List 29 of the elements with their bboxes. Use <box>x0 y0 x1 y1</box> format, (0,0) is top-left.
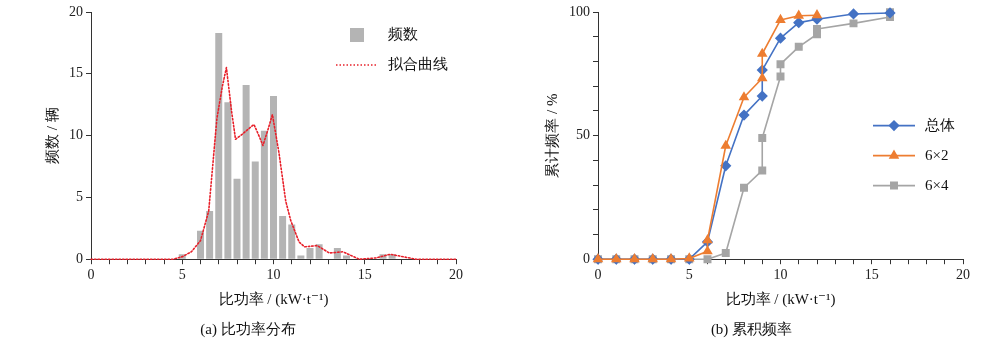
x-axis-title: 比功率 / (kW·t⁻¹) <box>218 290 329 308</box>
x-tick-label: 5 <box>178 267 186 283</box>
legend-label: 总体 <box>924 116 955 133</box>
text: (b) 累积频率 <box>710 320 793 338</box>
x-tick-label: 0 <box>594 267 602 283</box>
y-tick-label: 100 <box>569 3 590 19</box>
x-tick-label: 10 <box>266 267 281 283</box>
legend-label: 拟合曲线 <box>388 55 448 72</box>
text: (a) 比功率分布 <box>200 320 296 338</box>
x-tick-label: 20 <box>956 267 970 283</box>
x-tick-label: 15 <box>864 267 879 283</box>
x-tick-label: 15 <box>357 267 372 283</box>
x-tick-label: 0 <box>87 267 95 283</box>
y-tick-label: 5 <box>76 189 83 205</box>
y-axis-title: 频数 / 辆 <box>43 107 60 164</box>
x-tick-label: 20 <box>449 267 463 283</box>
legend-label: 6×4 <box>925 176 949 193</box>
legend-label: 6×2 <box>925 146 949 163</box>
x-tick-label: 10 <box>773 267 788 283</box>
x-axis-title: 比功率 / (kW·t⁻¹) <box>725 290 836 308</box>
y-tick-label: 15 <box>69 65 83 81</box>
y-tick-label: 0 <box>583 250 590 266</box>
y-axis-title: 累计频率 / % <box>543 93 560 178</box>
x-tick-label: 5 <box>685 267 693 283</box>
y-tick-label: 50 <box>576 127 590 143</box>
y-tick-label: 20 <box>69 3 83 19</box>
y-tick-label: 0 <box>76 250 83 266</box>
y-tick-label: 10 <box>69 127 83 143</box>
legend-label: 频数 <box>388 25 418 42</box>
